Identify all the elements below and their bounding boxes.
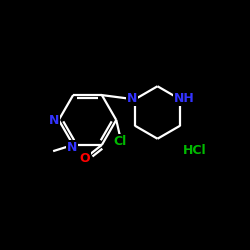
Text: HCl: HCl: [183, 144, 207, 156]
Text: O: O: [79, 152, 90, 165]
Text: N: N: [49, 114, 59, 126]
Text: N: N: [67, 142, 77, 154]
Text: N: N: [127, 92, 138, 104]
Text: Cl: Cl: [114, 135, 127, 148]
Text: NH: NH: [174, 92, 195, 104]
